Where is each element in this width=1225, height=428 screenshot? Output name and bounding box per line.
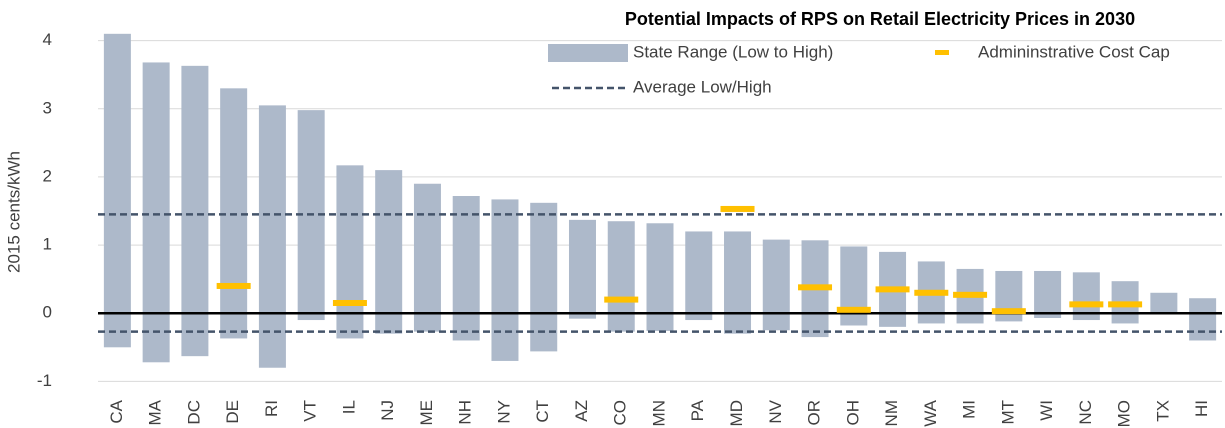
x-tick-label: CA [107, 399, 126, 423]
y-tick-label: 4 [43, 30, 52, 49]
cost-cap-marker [991, 308, 1026, 315]
cost-cap-marker [953, 291, 988, 298]
range-bar [762, 239, 790, 331]
cost-cap-marker [836, 306, 871, 313]
cost-cap-marker [875, 286, 910, 293]
x-tick-label: HI [1192, 400, 1211, 417]
legend-label: State Range (Low to High) [633, 42, 833, 61]
x-tick-label: NH [456, 400, 475, 425]
range-bar [607, 221, 635, 332]
x-tick-label: NV [766, 399, 785, 423]
x-tick-label: ME [417, 400, 436, 426]
x-tick-label: VT [301, 400, 320, 422]
range-bar [336, 165, 364, 339]
range-bar [413, 183, 441, 332]
cost-cap-marker [798, 284, 833, 291]
range-bar [103, 33, 131, 348]
legend-swatch [548, 44, 628, 62]
cost-cap-marker [332, 300, 367, 306]
range-bar [1150, 292, 1178, 314]
legend-swatch [935, 50, 949, 55]
range-bar [181, 65, 209, 357]
range-bar [491, 199, 519, 361]
x-tick-label: CO [611, 400, 630, 426]
legend-label: Admininstrative Cost Cap [978, 42, 1170, 61]
x-tick-label: MT [998, 400, 1017, 425]
x-tick-label: NM [882, 400, 901, 426]
x-tick-label: RI [262, 400, 281, 417]
x-tick-label: CT [533, 400, 552, 423]
cost-cap-marker [1108, 301, 1143, 308]
y-tick-label: 1 [43, 235, 52, 254]
x-tick-label: WI [1037, 400, 1056, 421]
range-bar [646, 223, 674, 331]
range-bar [530, 202, 558, 352]
x-tick-label: IL [339, 400, 358, 414]
x-tick-label: DE [223, 400, 242, 424]
x-tick-label: MN [649, 400, 668, 426]
cost-cap-marker [914, 289, 949, 296]
x-tick-label: AZ [572, 400, 591, 422]
chart-title: Potential Impacts of RPS on Retail Elect… [625, 9, 1135, 29]
x-tick-label: DC [184, 400, 203, 425]
range-bar [1189, 298, 1217, 341]
x-tick-label: PA [688, 399, 707, 421]
x-tick-label: MI [960, 400, 979, 419]
x-tick-label: WA [921, 399, 940, 426]
range-bar [258, 105, 286, 368]
cost-cap-marker [604, 296, 639, 303]
x-tick-label: TX [1153, 400, 1172, 422]
y-axis-label: 2015 cents/kWh [4, 151, 23, 273]
cost-cap-marker [720, 205, 755, 212]
x-tick-label: MA [146, 399, 165, 425]
range-bar [724, 231, 752, 334]
x-tick-label: MD [727, 400, 746, 426]
range-bar [452, 196, 480, 341]
x-tick-label: NC [1076, 400, 1095, 425]
range-bar [685, 231, 713, 321]
x-tick-label: OR [805, 400, 824, 426]
x-tick-label: MO [1115, 400, 1134, 427]
y-tick-label: 2 [43, 166, 52, 185]
cost-cap-marker [216, 282, 251, 289]
range-bar [375, 170, 403, 334]
legend-label: Average Low/High [633, 77, 772, 96]
range-bar [142, 62, 170, 363]
x-tick-label: NJ [378, 400, 397, 421]
cost-cap-marker [1069, 301, 1104, 308]
range-bar [568, 219, 596, 319]
y-tick-label: 0 [43, 303, 52, 322]
x-tick-label: NY [494, 400, 513, 424]
y-tick-label: -1 [37, 371, 52, 390]
range-bar [1034, 270, 1062, 318]
x-tick-label: OH [843, 400, 862, 426]
y-tick-label: 3 [43, 98, 52, 117]
